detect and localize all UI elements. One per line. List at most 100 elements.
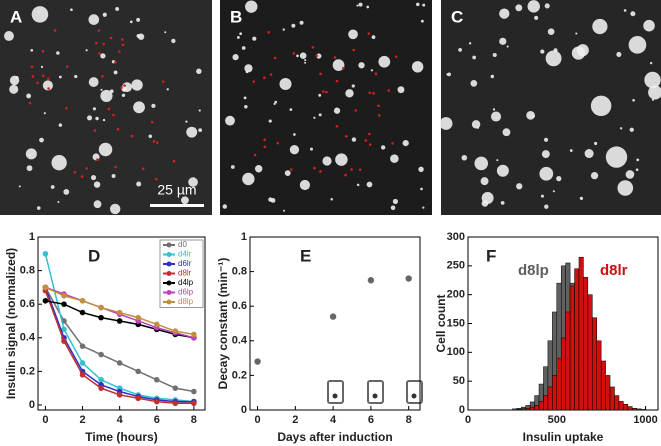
signal xyxy=(80,175,84,178)
droplet xyxy=(628,35,647,54)
signal xyxy=(118,50,121,53)
droplet xyxy=(616,51,622,57)
signal xyxy=(374,72,378,76)
droplet xyxy=(458,48,462,52)
droplet xyxy=(282,28,285,31)
x-tick-label: 6 xyxy=(368,414,374,426)
legend-label: d4lr xyxy=(178,250,192,259)
signal xyxy=(335,124,339,128)
droplet xyxy=(416,2,420,7)
x-tick-label: 0 xyxy=(465,414,471,426)
droplet xyxy=(31,6,49,23)
signal xyxy=(344,173,347,177)
droplet xyxy=(545,50,562,67)
x-axis-title: Time (hours) xyxy=(85,430,157,444)
droplet xyxy=(502,128,511,137)
droplet xyxy=(490,74,495,79)
signal xyxy=(333,56,337,59)
signal xyxy=(267,30,270,34)
droplet xyxy=(254,165,263,173)
hist-bar xyxy=(547,386,553,411)
droplet xyxy=(289,108,293,112)
droplet xyxy=(284,170,291,177)
signal xyxy=(172,159,176,163)
legend-marker xyxy=(166,261,172,267)
droplet xyxy=(268,119,272,123)
point xyxy=(153,398,160,405)
droplet xyxy=(309,147,313,151)
droplet xyxy=(43,112,46,115)
droplet xyxy=(58,75,62,79)
droplet xyxy=(241,46,246,50)
x-axis-title: Insulin uptake xyxy=(523,430,604,444)
droplet xyxy=(402,139,409,147)
hist-bar xyxy=(534,405,540,411)
droplet xyxy=(333,107,341,114)
droplet xyxy=(540,194,544,198)
signal xyxy=(101,75,104,78)
point xyxy=(116,392,123,398)
point xyxy=(61,292,67,299)
droplet xyxy=(239,32,243,36)
droplet xyxy=(439,117,453,130)
signal xyxy=(36,81,39,85)
droplet xyxy=(490,111,502,122)
droplet xyxy=(392,198,399,205)
droplet xyxy=(39,137,44,143)
droplet xyxy=(242,172,255,186)
droplet xyxy=(351,137,357,142)
hist-bar xyxy=(623,403,629,411)
signal xyxy=(47,77,50,81)
point xyxy=(329,313,337,320)
panel-label: E xyxy=(300,246,311,265)
droplet xyxy=(576,44,589,57)
droplet xyxy=(492,52,497,58)
point xyxy=(172,400,179,407)
droplet xyxy=(230,165,235,169)
signal xyxy=(263,76,266,79)
signal xyxy=(354,109,357,112)
droplet xyxy=(644,71,661,89)
hist-bar xyxy=(569,285,575,411)
y-tick-label: 250 xyxy=(447,260,465,272)
droplet xyxy=(131,79,143,91)
y-tick-label: 0.8 xyxy=(20,264,35,276)
droplet xyxy=(330,197,333,201)
point xyxy=(98,314,104,321)
signal xyxy=(123,84,126,87)
droplet xyxy=(4,31,14,41)
signal xyxy=(311,45,315,49)
signal xyxy=(368,143,372,146)
legend-label: d6lr xyxy=(178,259,192,268)
signal xyxy=(269,73,273,76)
legend-marker xyxy=(166,242,172,248)
droplet xyxy=(74,74,78,79)
droplet xyxy=(500,200,505,205)
x-tick-label: 4 xyxy=(117,414,124,426)
droplet xyxy=(332,59,345,72)
droplet xyxy=(474,156,489,171)
hist-bar xyxy=(583,277,589,411)
point xyxy=(191,400,197,407)
y-tick-label: 0 xyxy=(29,399,35,411)
hist-bar xyxy=(521,408,526,411)
signal xyxy=(292,52,296,55)
signal xyxy=(107,107,111,111)
droplet xyxy=(166,88,169,91)
point xyxy=(98,304,104,311)
droplet xyxy=(151,103,156,109)
droplet xyxy=(390,205,396,211)
droplet xyxy=(186,126,198,138)
plot-frame xyxy=(249,236,421,411)
y-tick-label: 0.2 xyxy=(232,369,247,381)
x-tick-label: 4 xyxy=(330,414,337,426)
droplet xyxy=(544,204,549,209)
y-tick-label: 0.6 xyxy=(20,298,35,310)
droplet xyxy=(590,171,599,180)
signal xyxy=(141,167,145,170)
droplet xyxy=(274,100,278,104)
droplet xyxy=(273,102,276,106)
signal xyxy=(263,145,267,149)
droplet xyxy=(420,19,424,23)
droplet xyxy=(111,173,116,178)
